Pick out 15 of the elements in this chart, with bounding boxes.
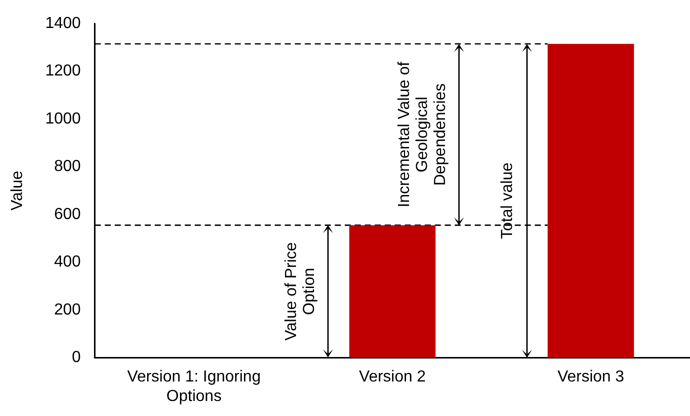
y-tick-label: 1000 <box>45 110 81 128</box>
annotation: Value of Price Option <box>282 242 318 341</box>
y-tick-label: 400 <box>54 254 81 271</box>
y-tick-label: 0 <box>72 349 81 366</box>
x-tick-label: Version 3 <box>557 368 624 386</box>
y-tick-label: 1400 <box>45 15 81 32</box>
y-tick-label: 800 <box>54 158 81 176</box>
y-tick-label: 1200 <box>45 62 81 80</box>
annotation: Total value <box>499 162 516 239</box>
x-tick-label: Version 2 <box>359 368 426 386</box>
x-tick-label: Version 1: Ignoring Options <box>127 368 261 405</box>
annotation: Incremental Value of Geological Dependencies <box>396 61 449 208</box>
y-axis-title: Value <box>9 170 26 210</box>
y-tick-label: 200 <box>54 301 81 318</box>
y-tick-label: 600 <box>54 206 81 223</box>
